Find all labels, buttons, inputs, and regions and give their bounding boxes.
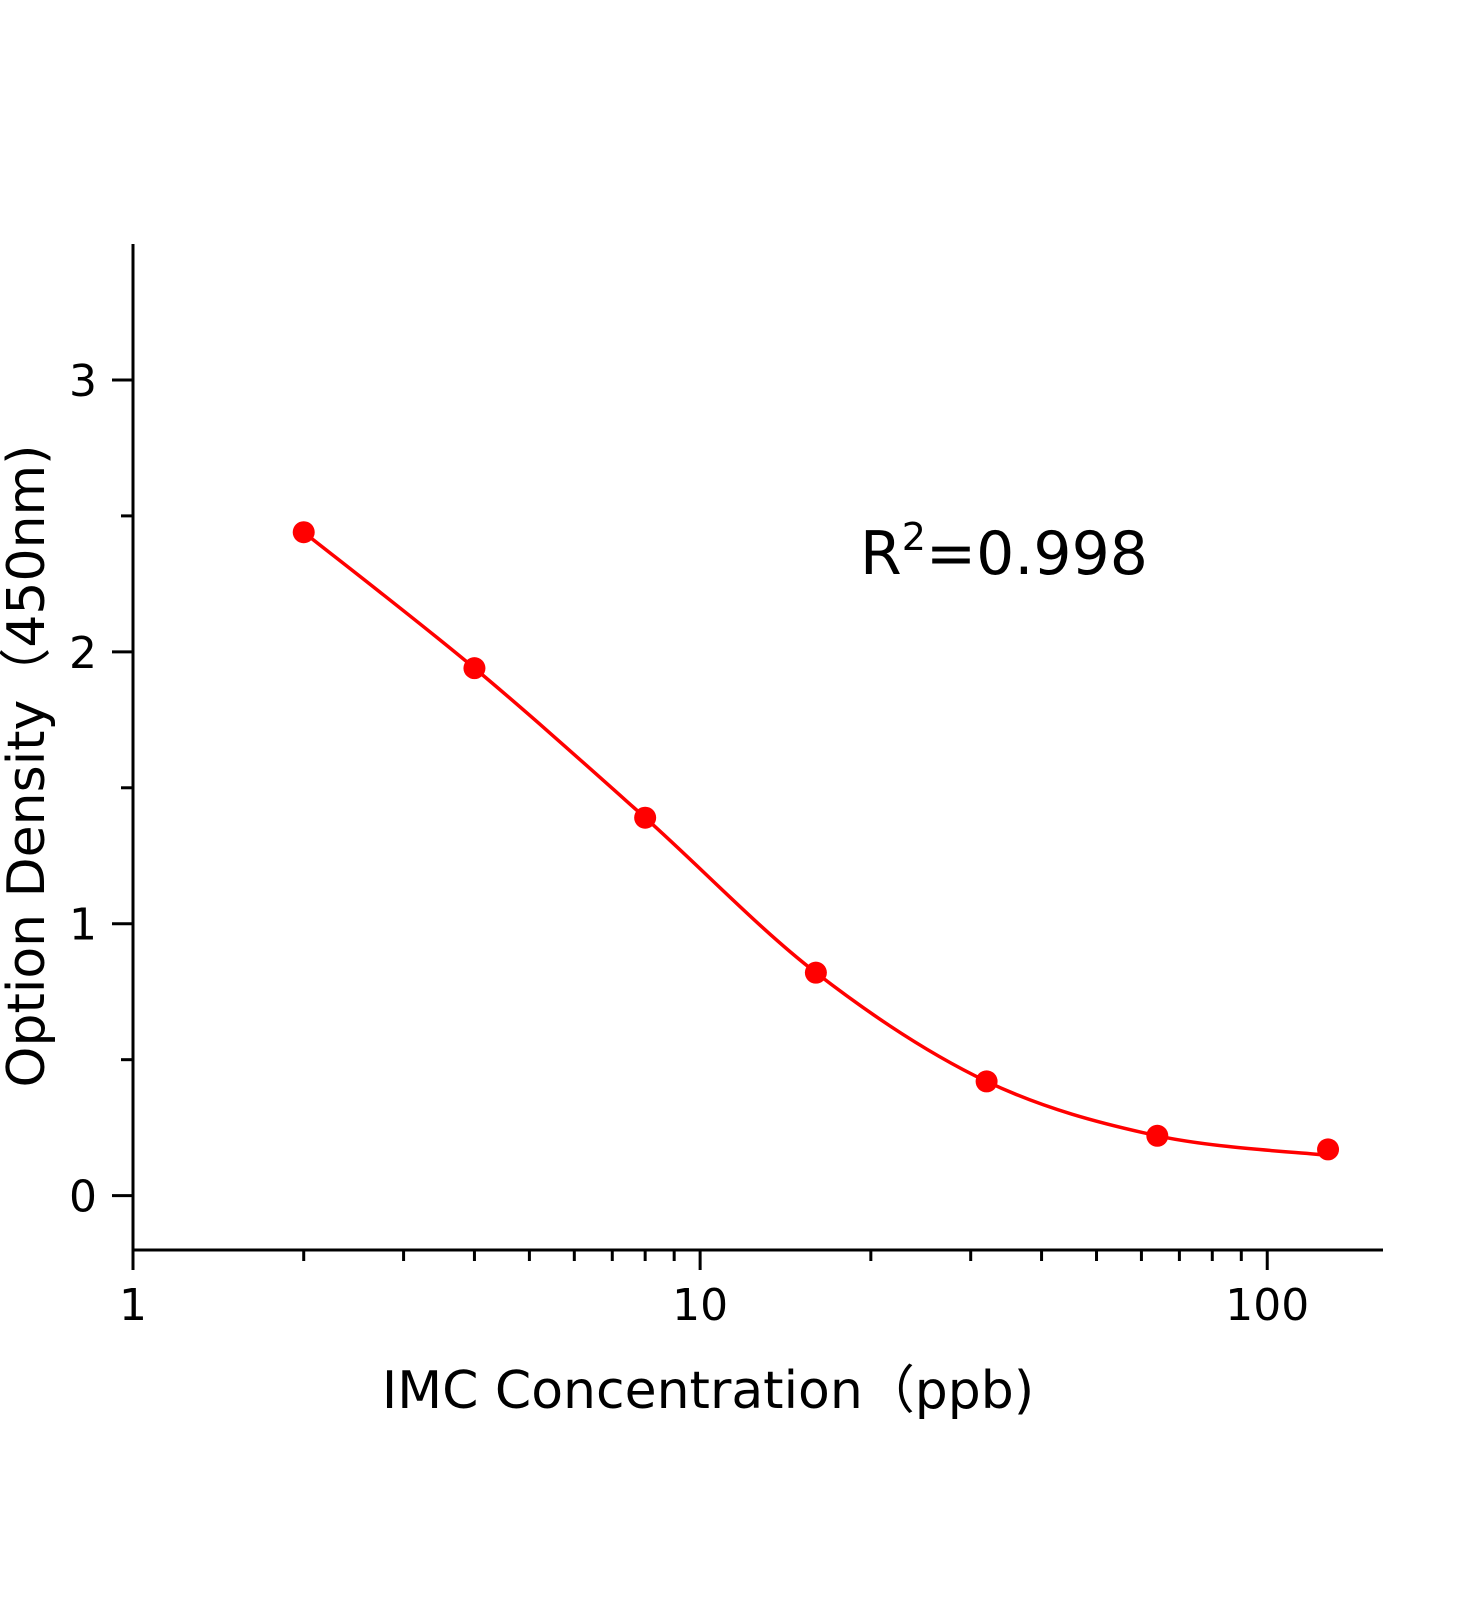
y-tick-label: 3 xyxy=(69,356,97,407)
r-squared-base: R xyxy=(860,519,902,589)
y-tick-label: 1 xyxy=(69,900,97,951)
data-point xyxy=(1317,1138,1340,1161)
y-tick-label: 2 xyxy=(69,628,97,679)
data-point xyxy=(804,961,827,984)
x-tick-label: 1 xyxy=(119,1280,147,1331)
data-point xyxy=(463,657,486,680)
data-point xyxy=(1146,1124,1169,1147)
r-squared-sup: 2 xyxy=(902,515,926,559)
x-axis-title: IMC Concentration（ppb) xyxy=(382,1361,1034,1421)
x-tick-label: 10 xyxy=(672,1280,728,1331)
data-point xyxy=(975,1070,998,1093)
data-points xyxy=(292,521,1340,1161)
tick-labels: 1 10 100 0 1 2 3 xyxy=(69,356,1309,1331)
data-point xyxy=(292,521,315,544)
r-squared-annotation: R2=0.998 xyxy=(860,515,1148,589)
data-point xyxy=(634,806,657,829)
x-tick-label: 100 xyxy=(1225,1280,1309,1331)
axes xyxy=(112,244,1383,1270)
fit-curve xyxy=(302,530,1329,1158)
y-tick-label: 0 xyxy=(69,1172,97,1223)
r-squared-value: =0.998 xyxy=(926,519,1148,589)
y-axis-title: Option Density（450nm) xyxy=(0,445,57,1088)
